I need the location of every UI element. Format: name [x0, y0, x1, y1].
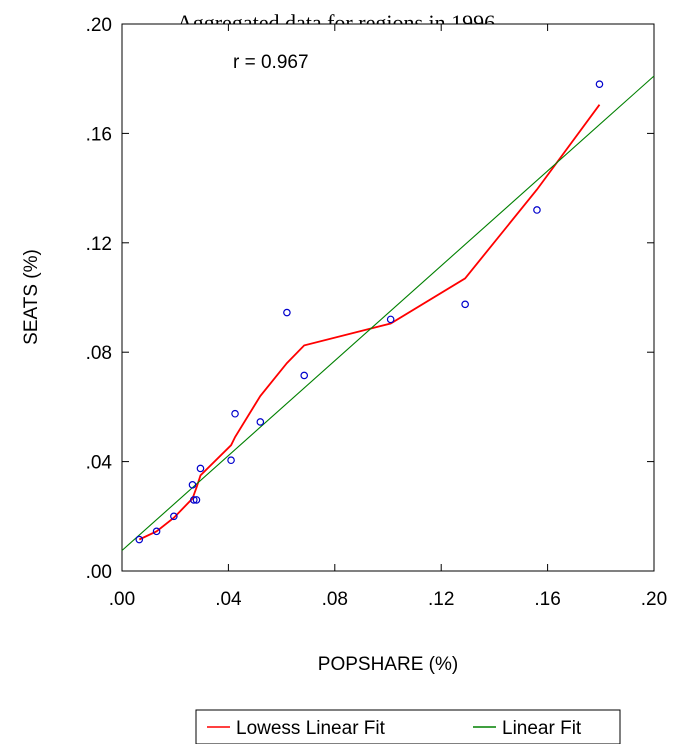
scatter-point — [256, 418, 265, 426]
scatter-point — [283, 308, 291, 317]
y-tick-labels: .00 .04 .08 .12 .16 .20 — [86, 15, 113, 583]
legend: Lowess Linear Fit Linear Fit — [195, 709, 621, 744]
scatter-point — [135, 535, 144, 544]
scatter-point — [386, 315, 395, 324]
scatter-point — [461, 300, 469, 309]
scatter-point — [188, 481, 197, 489]
x-tick-label: .00 — [109, 589, 135, 610]
y-tick-label: .04 — [86, 453, 113, 474]
x-tick-label: .04 — [215, 589, 242, 610]
y-tick-label: .16 — [86, 124, 112, 145]
fit-lines — [121, 75, 655, 551]
scatter-point — [227, 456, 235, 465]
axis-ticks — [121, 23, 655, 572]
y-tick-label: .20 — [86, 15, 112, 36]
x-tick-labels: .00 .04 .08 .12 .16 .20 — [109, 589, 667, 610]
legend-label-lowess: Lowess Linear Fit — [236, 718, 386, 739]
x-axis-label: POPSHARE (%) — [318, 654, 458, 675]
scatter-point — [231, 409, 239, 418]
scatter-points — [135, 80, 604, 544]
lowess-fit-line — [138, 104, 601, 541]
plot-area — [121, 23, 655, 572]
legend-label-linear: Linear Fit — [502, 718, 582, 739]
scatter-point — [170, 512, 178, 521]
linear-fit-line — [121, 75, 655, 551]
x-tick-label: .16 — [534, 589, 560, 610]
scatter-point — [196, 464, 205, 473]
y-tick-label: .12 — [86, 234, 112, 255]
x-tick-label: .08 — [322, 589, 348, 610]
x-tick-label: .12 — [428, 589, 454, 610]
y-axis-label: SEATS (%) — [21, 249, 42, 345]
scatter-point — [533, 206, 541, 214]
legend-box — [195, 709, 621, 744]
scatter-point — [595, 80, 604, 88]
y-tick-label: .08 — [86, 343, 112, 364]
correlation-annotation: r = 0.967 — [233, 52, 309, 73]
scatter-point — [152, 527, 161, 536]
y-tick-label: .00 — [86, 562, 112, 583]
scatter-point — [300, 371, 309, 380]
scatter-point — [192, 496, 201, 504]
scatter-point — [190, 496, 198, 504]
x-tick-label: .20 — [641, 589, 667, 610]
